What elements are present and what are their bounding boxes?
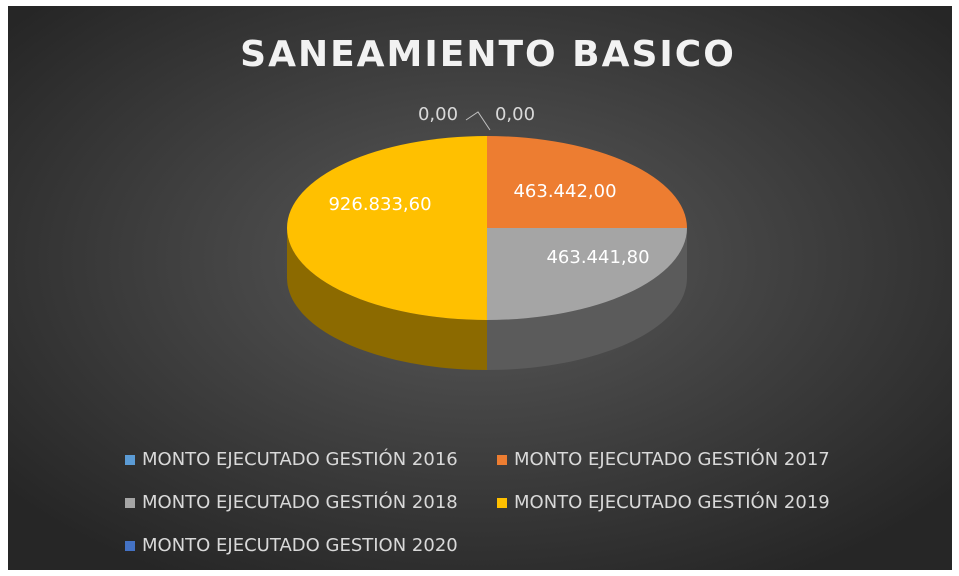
legend-swatch xyxy=(125,541,135,551)
legend-swatch xyxy=(497,455,507,465)
legend-label: MONTO EJECUTADO GESTION 2020 xyxy=(142,535,458,556)
slice-side xyxy=(287,228,487,370)
data-label: 0,00 xyxy=(495,104,535,125)
legend-label: MONTO EJECUTADO GESTIÓN 2017 xyxy=(514,448,830,470)
pie-slice xyxy=(486,228,687,320)
pie-slice xyxy=(487,136,687,229)
legend-label: MONTO EJECUTADO GESTIÓN 2019 xyxy=(514,491,830,513)
data-label: 463.441,80 xyxy=(546,247,649,268)
legend-swatch xyxy=(125,498,135,508)
legend-swatch xyxy=(125,455,135,465)
legend-swatch xyxy=(497,498,507,508)
slice-side xyxy=(487,228,687,370)
legend-label: MONTO EJECUTADO GESTIÓN 2016 xyxy=(142,448,458,470)
data-label: 463.442,00 xyxy=(513,181,616,202)
data-label: 926.833,60 xyxy=(328,194,431,215)
data-label: 0,00 xyxy=(418,104,458,125)
pie-slice xyxy=(287,136,487,320)
leader-line xyxy=(465,111,491,131)
legend-label: MONTO EJECUTADO GESTIÓN 2018 xyxy=(142,491,458,513)
chart-title: SANEAMIENTO BASICO xyxy=(240,34,736,75)
